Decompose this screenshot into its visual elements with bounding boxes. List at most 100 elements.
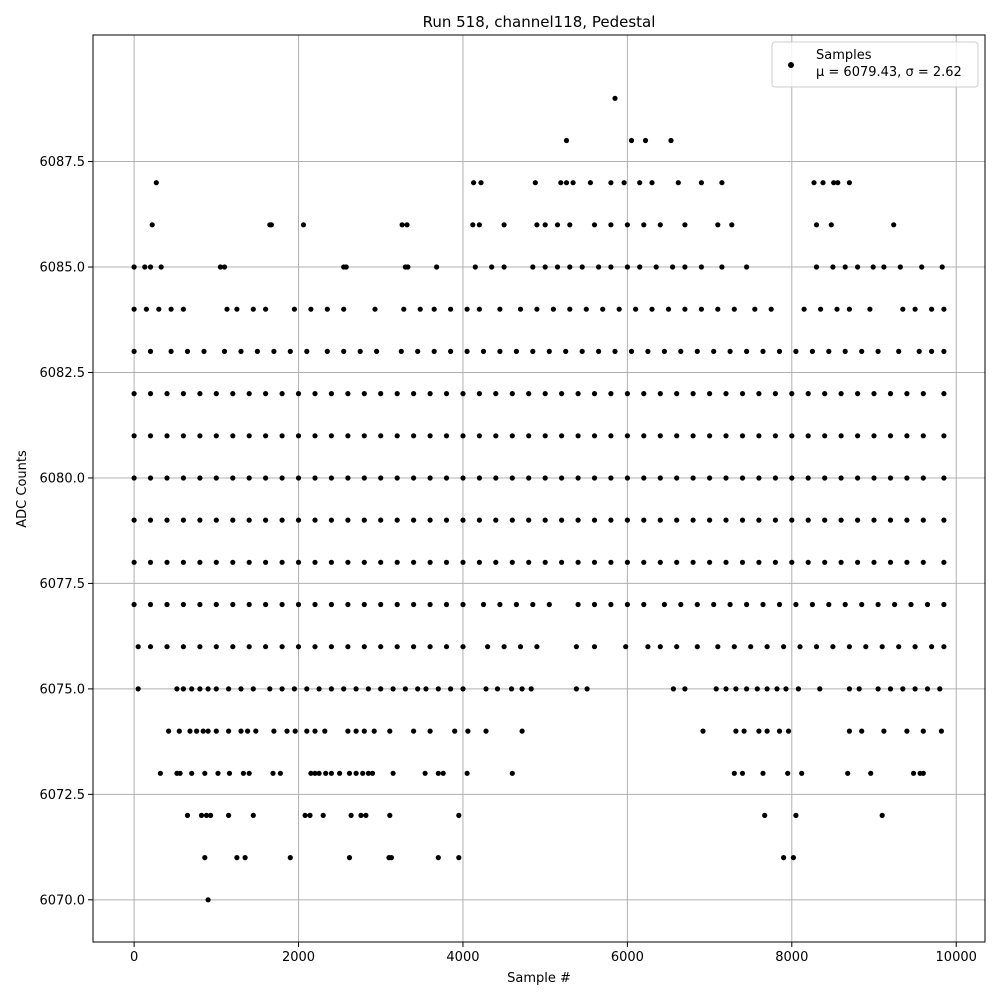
data-point [938, 728, 945, 734]
data-point [805, 559, 811, 565]
data-point [224, 306, 230, 312]
data-point [789, 391, 795, 397]
data-point [358, 812, 364, 819]
data-point [822, 391, 828, 397]
data-point [501, 644, 507, 650]
data-point [460, 644, 466, 650]
data-point [657, 433, 663, 439]
data-point [194, 728, 200, 734]
data-point [131, 306, 137, 312]
data-point [822, 559, 828, 565]
data-point [345, 601, 351, 608]
data-point [641, 433, 647, 439]
data-point [460, 559, 466, 565]
data-point [415, 348, 421, 354]
data-point [822, 517, 828, 523]
data-point [871, 391, 877, 397]
data-point [135, 644, 141, 650]
data-point [328, 644, 334, 650]
data-point [328, 770, 334, 776]
data-point [180, 475, 186, 481]
data-point [238, 348, 244, 354]
data-point [760, 770, 766, 776]
data-point [657, 644, 663, 650]
data-point [427, 601, 433, 608]
data-point [221, 348, 228, 354]
data-point [176, 728, 182, 734]
data-point [830, 264, 836, 270]
data-point [411, 475, 417, 481]
data-point [509, 475, 515, 481]
grid [93, 35, 985, 942]
data-point [526, 559, 532, 565]
data-point [427, 559, 433, 565]
x-tick-label: 6000 [611, 950, 644, 965]
data-point [760, 601, 766, 608]
data-point [772, 517, 779, 523]
data-point [213, 728, 219, 734]
data-point [645, 348, 651, 354]
data-point [180, 306, 186, 312]
data-point [670, 686, 677, 692]
data-point [723, 475, 729, 481]
data-point [405, 264, 411, 270]
data-point [764, 644, 770, 650]
data-point [230, 559, 236, 565]
data-point [941, 475, 947, 481]
data-point [859, 601, 865, 608]
data-point [279, 517, 285, 523]
x-tick-label: 2000 [282, 950, 315, 965]
data-point [427, 644, 433, 650]
data-point [875, 686, 881, 692]
data-point [205, 728, 211, 734]
data-point [443, 475, 450, 481]
data-point [238, 686, 244, 692]
data-point [361, 728, 367, 734]
data-point [530, 601, 536, 608]
data-point [456, 855, 462, 861]
data-point [887, 686, 894, 692]
data-point [567, 306, 573, 312]
data-point [744, 601, 750, 608]
data-point [587, 180, 594, 186]
data-point [509, 391, 515, 397]
data-point [859, 348, 865, 354]
data-point [817, 686, 823, 692]
data-point [563, 137, 570, 144]
data-point [900, 306, 906, 312]
data-point [197, 433, 203, 439]
data-point [846, 728, 853, 734]
data-point [312, 728, 318, 734]
data-point [489, 264, 495, 270]
data-point [443, 559, 450, 565]
data-point [456, 812, 462, 819]
data-point [657, 559, 663, 565]
data-point [388, 855, 394, 861]
data-point [637, 180, 643, 186]
data-point [164, 475, 170, 481]
data-point [213, 475, 219, 481]
data-point [542, 391, 548, 397]
data-point [312, 601, 318, 608]
data-point [394, 644, 400, 650]
data-point [230, 475, 236, 481]
data-point [559, 433, 565, 439]
data-point [896, 644, 902, 650]
data-point [575, 559, 581, 565]
data-point [591, 475, 598, 481]
data-point [230, 644, 236, 650]
data-point [707, 475, 713, 481]
data-point [197, 391, 203, 397]
data-point [826, 601, 832, 608]
data-point [480, 348, 487, 354]
data-point [254, 348, 260, 354]
data-point [460, 601, 466, 608]
data-point [242, 855, 248, 861]
data-point [657, 517, 663, 523]
data-point [846, 306, 853, 312]
data-point [312, 391, 318, 397]
data-point [795, 686, 802, 692]
data-point [822, 433, 828, 439]
data-point [509, 770, 515, 776]
data-point [789, 517, 795, 523]
